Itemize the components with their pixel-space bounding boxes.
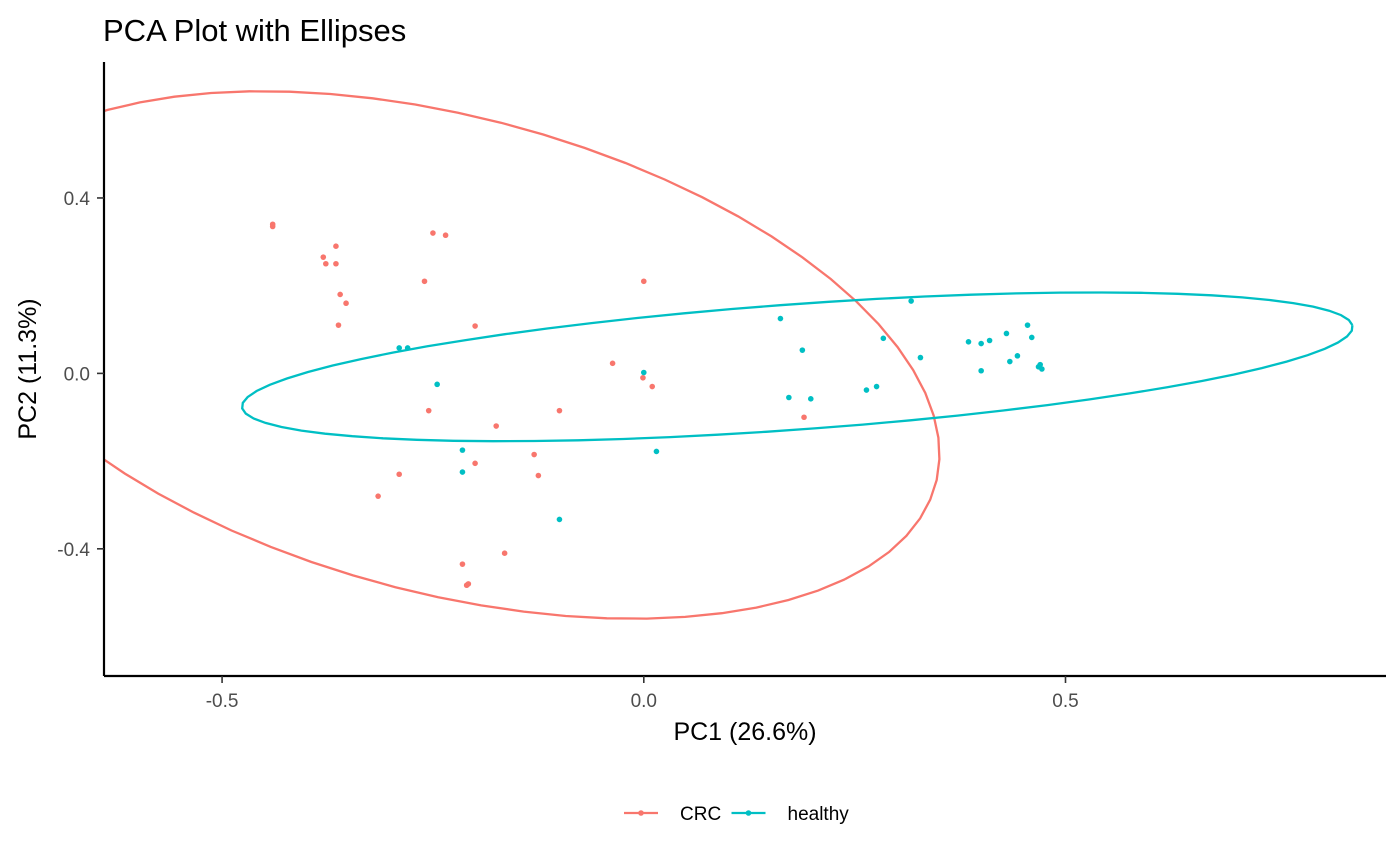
- legend-item-crc: CRC: [624, 804, 721, 825]
- point-crc: [396, 471, 402, 478]
- point-crc: [465, 581, 472, 587]
- point-layer: [269, 221, 1045, 589]
- y-tick-label: -0.4: [57, 540, 90, 561]
- point-healthy: [1014, 353, 1021, 359]
- point-healthy: [986, 337, 993, 344]
- point-healthy: [1028, 334, 1035, 341]
- legend: CRC healthy: [624, 804, 849, 825]
- point-healthy: [908, 298, 914, 304]
- legend-label: healthy: [788, 804, 850, 825]
- point-healthy: [1003, 330, 1010, 337]
- y-axis-title: PC2 (11.3%): [14, 298, 42, 439]
- point-healthy: [556, 516, 563, 523]
- point-healthy: [777, 315, 784, 322]
- x-tick-label: -0.5: [206, 691, 239, 712]
- point-healthy: [459, 469, 466, 475]
- point-healthy: [917, 354, 924, 361]
- point-crc: [531, 451, 537, 458]
- point-healthy: [404, 345, 411, 351]
- point-crc: [472, 323, 478, 329]
- point-crc: [801, 414, 807, 421]
- point-healthy: [873, 383, 880, 390]
- legend-label: CRC: [680, 804, 721, 825]
- point-healthy: [396, 345, 402, 351]
- point-crc: [323, 260, 329, 267]
- point-healthy: [799, 347, 806, 353]
- ellipse-crc: [104, 90, 941, 620]
- point-crc: [269, 223, 276, 230]
- point-healthy: [1024, 322, 1031, 328]
- point-healthy: [786, 394, 792, 401]
- point-healthy: [978, 367, 984, 374]
- point-crc: [425, 407, 432, 414]
- legend-key-point: [638, 810, 644, 816]
- point-healthy: [863, 387, 870, 393]
- point-healthy: [965, 339, 972, 345]
- point-healthy: [459, 447, 466, 453]
- point-crc: [333, 243, 339, 249]
- ellipse-layer: [104, 90, 1354, 620]
- point-crc: [421, 278, 428, 285]
- point-crc: [333, 260, 339, 267]
- point-crc: [337, 291, 343, 298]
- point-crc: [556, 407, 563, 414]
- x-axis-title: PC1 (26.6%): [673, 718, 816, 746]
- point-crc: [459, 561, 466, 567]
- point-healthy: [807, 396, 814, 402]
- x-tick-label: 0.0: [631, 691, 657, 712]
- point-crc: [375, 493, 381, 499]
- point-healthy: [640, 369, 647, 376]
- point-crc: [501, 550, 508, 556]
- point-crc: [442, 232, 449, 239]
- point-healthy: [653, 448, 660, 455]
- chart-title: PCA Plot with Ellipses: [103, 13, 406, 48]
- legend-item-healthy: healthy: [731, 804, 850, 825]
- point-crc: [335, 322, 342, 328]
- point-crc: [472, 460, 478, 467]
- point-crc: [320, 254, 327, 260]
- point-crc: [609, 360, 616, 367]
- point-crc: [493, 423, 499, 429]
- point-crc: [640, 278, 647, 285]
- point-crc: [640, 374, 646, 381]
- point-crc: [343, 300, 349, 307]
- y-axis-ticks: -0.4 0.0 0.4: [57, 189, 104, 561]
- point-crc: [649, 383, 656, 390]
- point-healthy: [1007, 358, 1013, 365]
- point-healthy: [434, 381, 440, 388]
- y-tick-label: 0.0: [64, 364, 90, 385]
- point-healthy: [1035, 364, 1042, 370]
- legend-key-point: [745, 810, 752, 816]
- y-tick-label: 0.4: [64, 189, 91, 210]
- x-axis-ticks: -0.5 0.0 0.5: [206, 676, 1079, 712]
- point-healthy: [880, 335, 887, 342]
- ellipse-healthy: [241, 291, 1354, 443]
- point-crc: [535, 472, 542, 479]
- point-healthy: [978, 340, 984, 347]
- x-tick-label: 0.5: [1052, 691, 1078, 712]
- point-crc: [430, 230, 436, 236]
